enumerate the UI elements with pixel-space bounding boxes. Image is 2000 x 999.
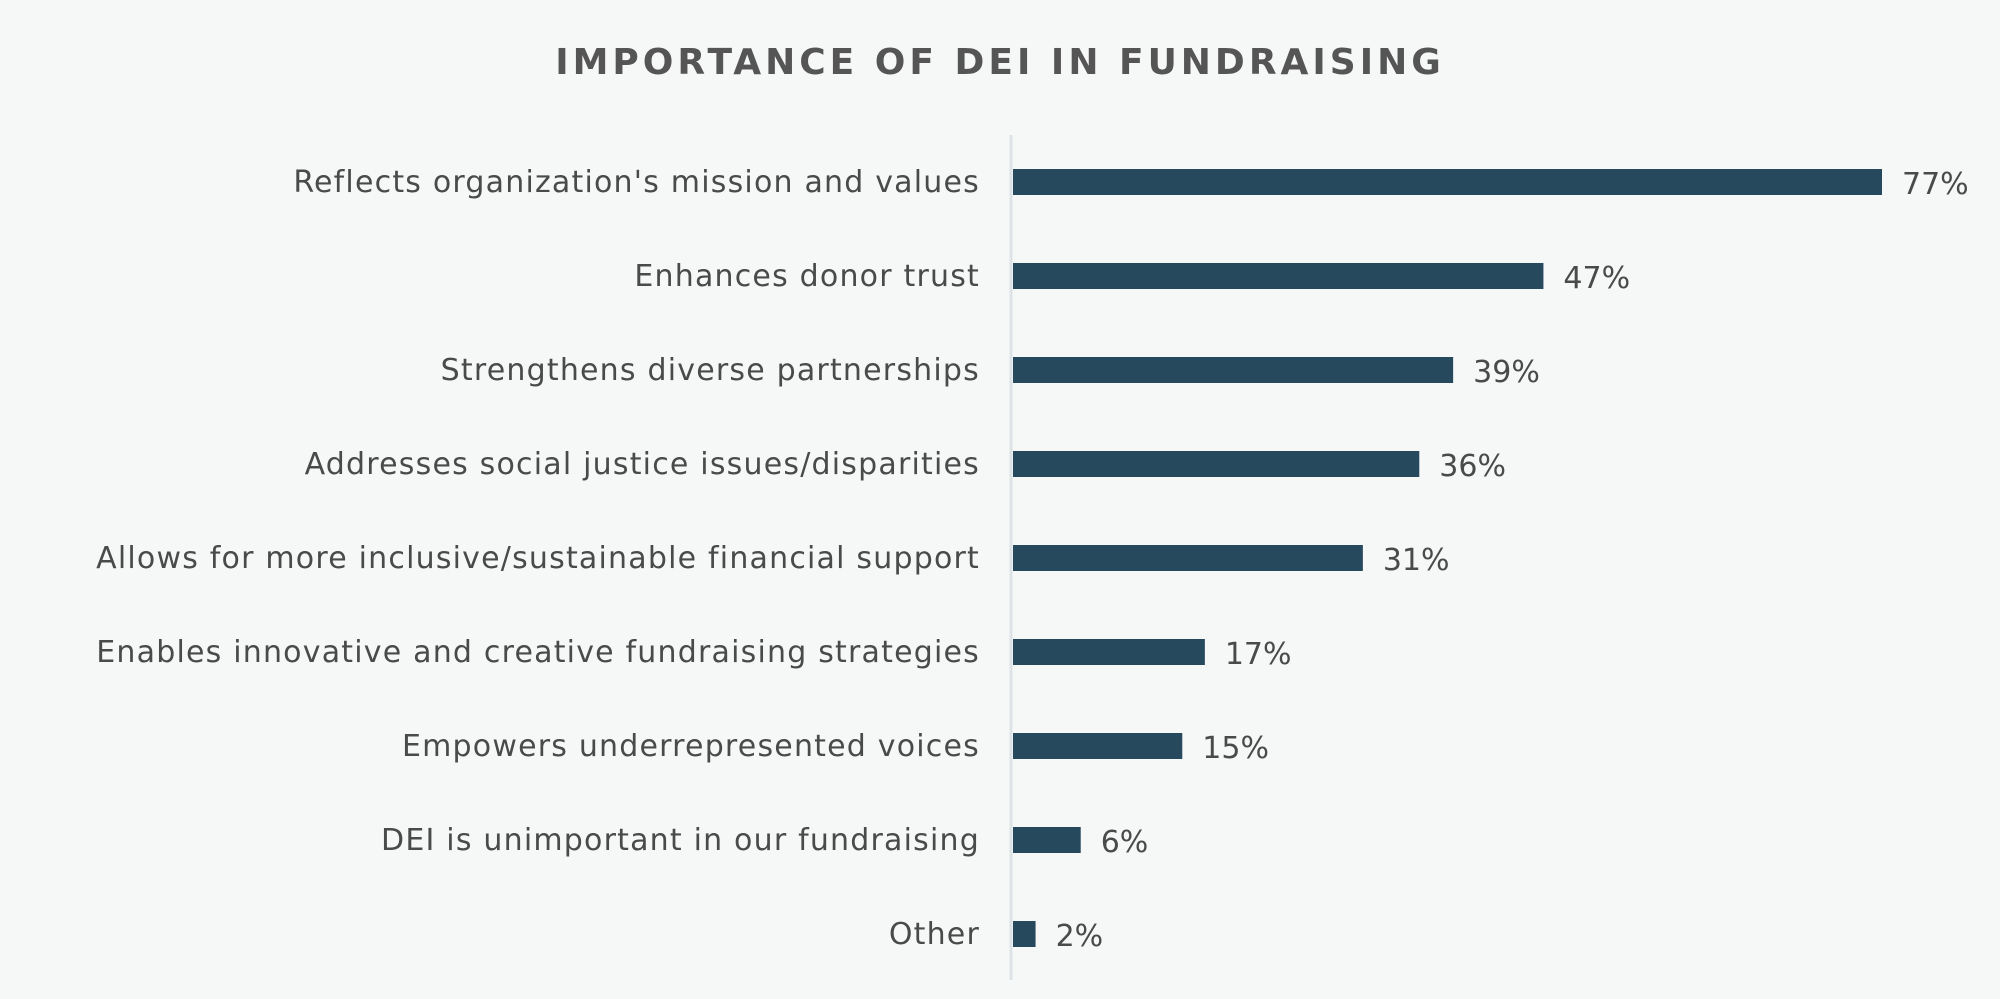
category-label: Empowers underrepresented voices (402, 729, 980, 764)
chart-title: IMPORTANCE OF DEI IN FUNDRAISING (555, 42, 1445, 83)
value-label: 47% (1563, 261, 1630, 296)
category-label: Reflects organization's mission and valu… (293, 165, 980, 200)
category-label: Enables innovative and creative fundrais… (96, 635, 980, 670)
value-label: 15% (1202, 731, 1269, 766)
bar (1013, 169, 1882, 195)
value-label: 77% (1902, 167, 1969, 202)
category-label: DEI is unimportant in our fundraising (381, 823, 980, 858)
category-label: Allows for more inclusive/sustainable fi… (96, 541, 980, 576)
bar (1013, 263, 1544, 289)
bar-group: Reflects organization's mission and valu… (96, 165, 1969, 954)
value-label: 31% (1383, 543, 1450, 578)
bar (1013, 827, 1081, 853)
bar (1013, 639, 1205, 665)
category-label: Addresses social justice issues/disparit… (305, 447, 980, 482)
value-label: 2% (1056, 919, 1104, 954)
value-label: 39% (1473, 355, 1540, 390)
bar (1013, 451, 1420, 477)
value-label: 6% (1101, 825, 1149, 860)
bar (1013, 921, 1036, 947)
bar (1013, 357, 1454, 383)
bar (1013, 545, 1363, 571)
value-label: 17% (1225, 637, 1292, 672)
category-label: Enhances donor trust (634, 259, 980, 294)
value-label: 36% (1439, 449, 1506, 484)
category-label: Other (889, 917, 980, 952)
bar (1013, 733, 1183, 759)
category-label: Strengthens diverse partnerships (441, 353, 980, 388)
